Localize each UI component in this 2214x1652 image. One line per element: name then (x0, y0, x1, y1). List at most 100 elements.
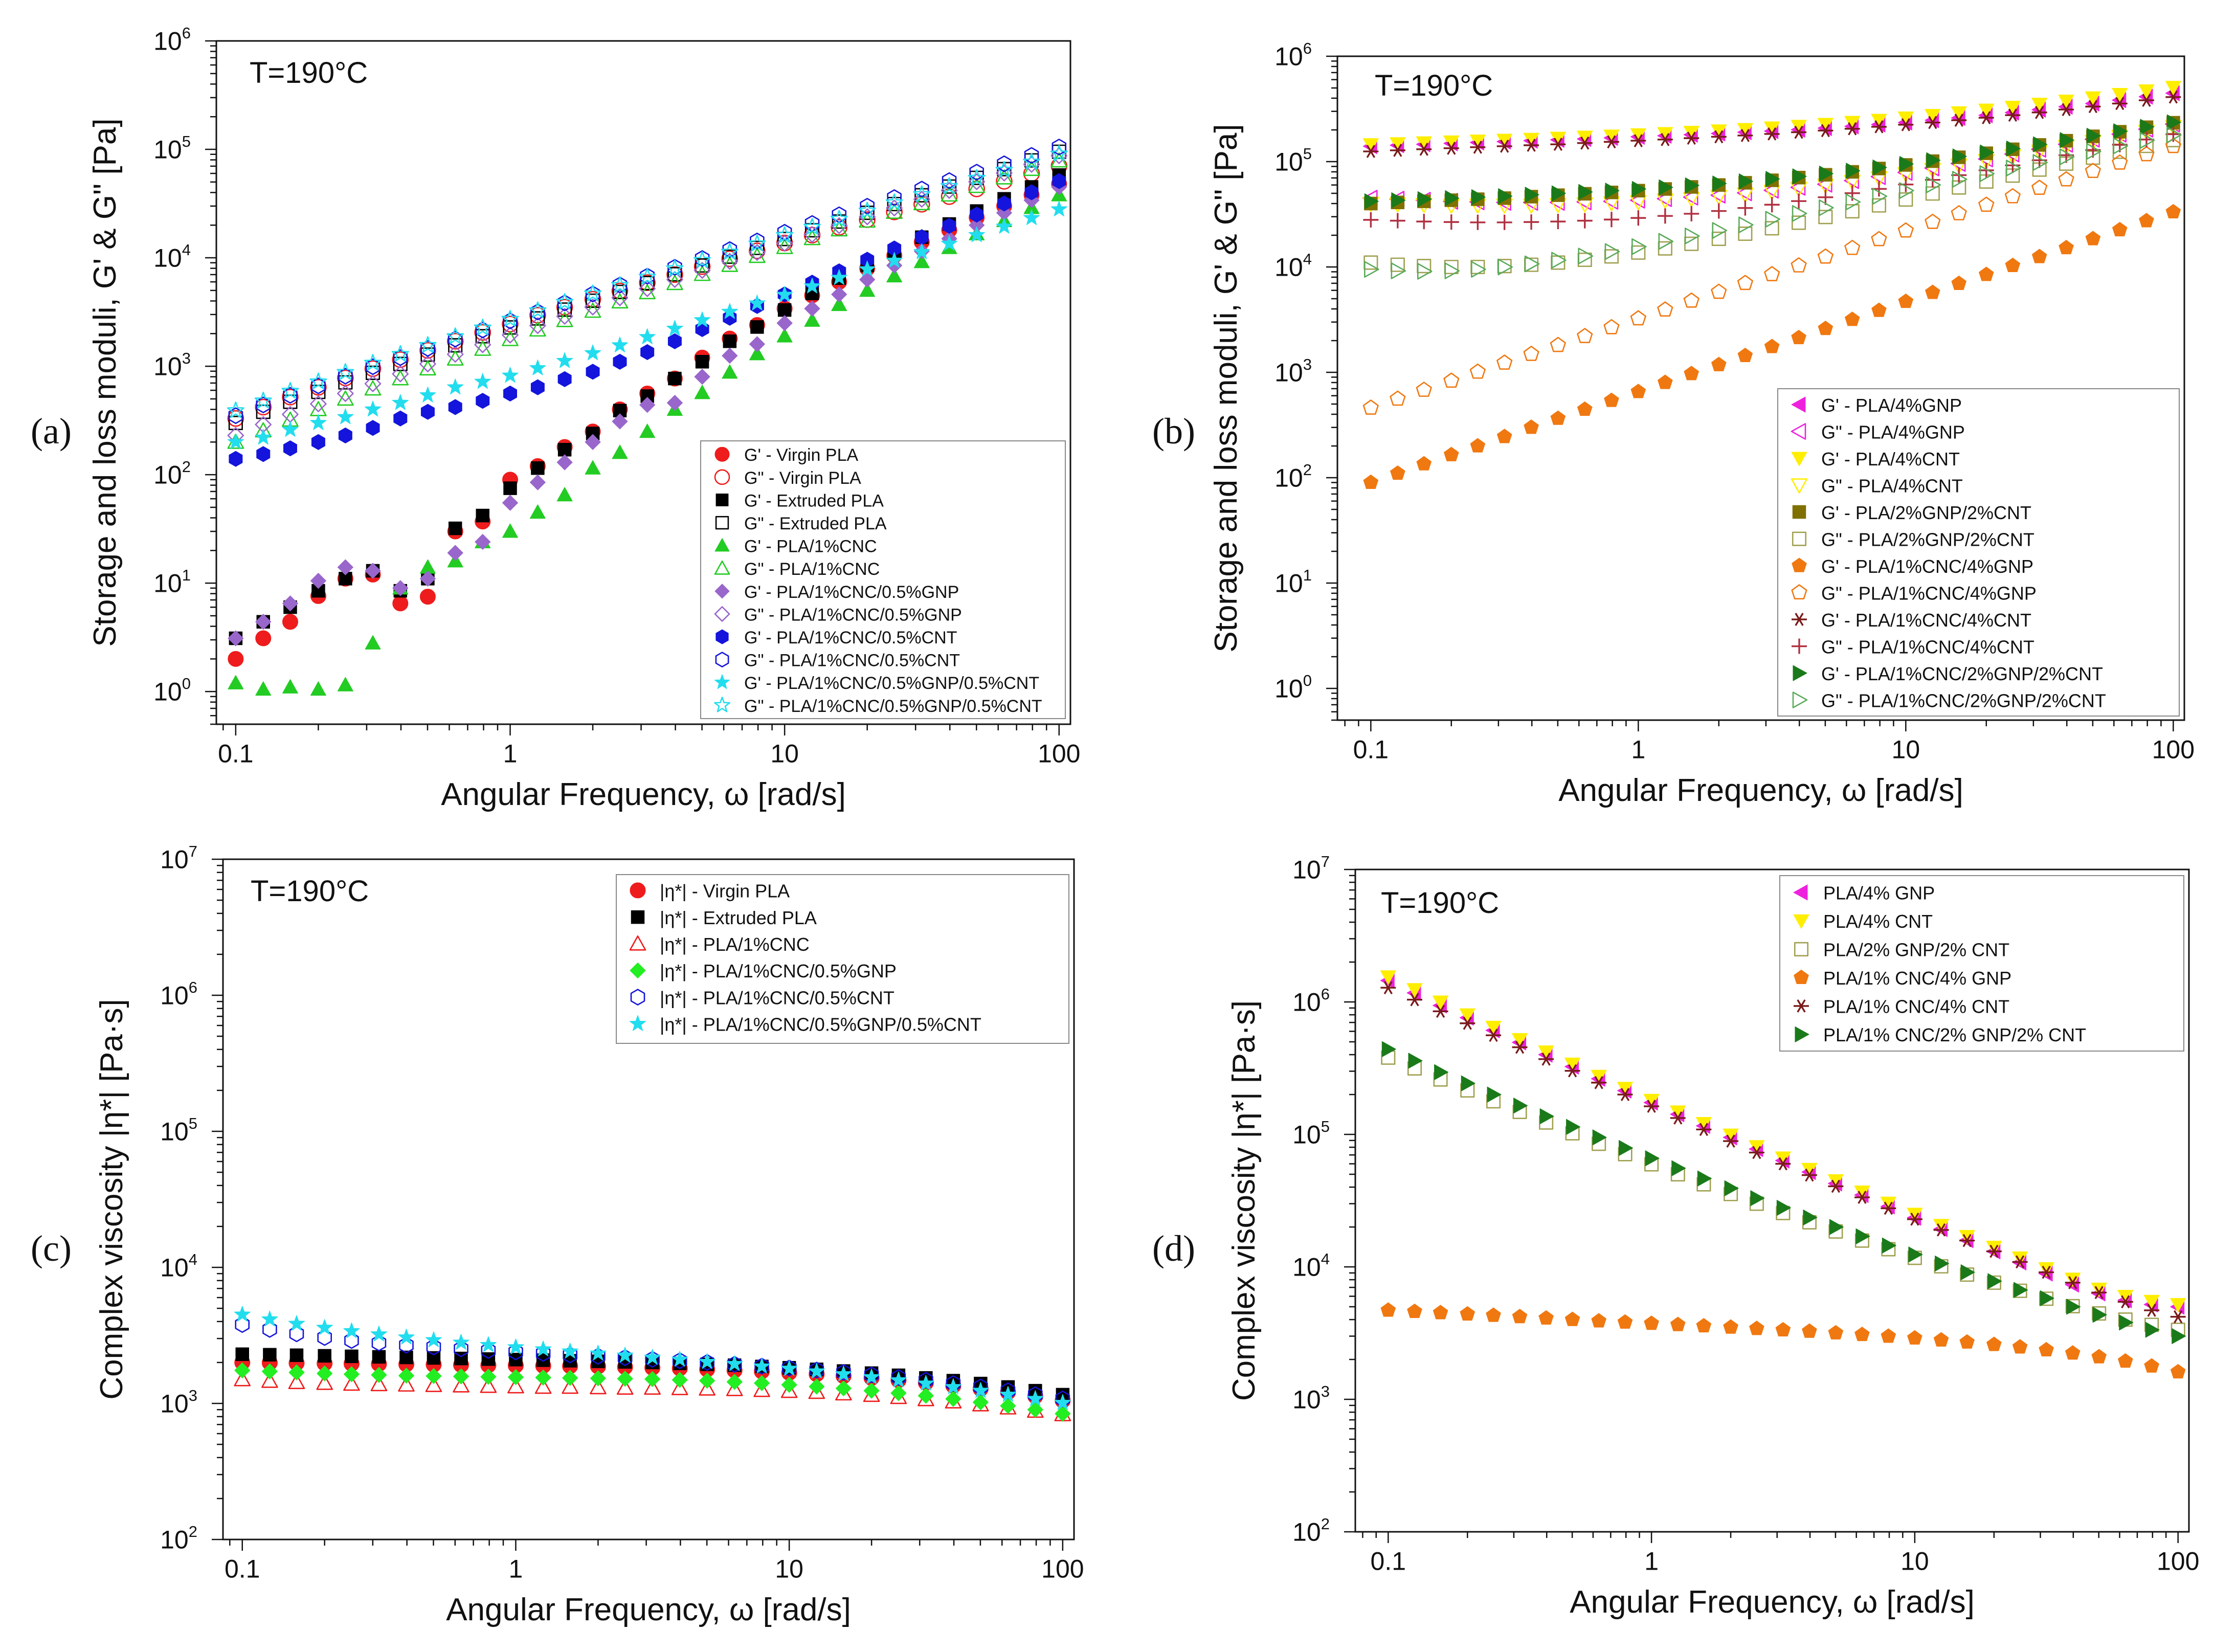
data-point (1027, 1390, 1044, 1406)
data-point (1880, 1196, 1896, 1211)
data-point (1723, 1319, 1738, 1334)
data-point (1791, 329, 1806, 344)
data-point (2138, 146, 2155, 162)
data-point (1897, 111, 1914, 126)
data-point (1764, 127, 1780, 141)
legend-label: |η*| - PLA/1%CNC/0.5%GNP (660, 961, 897, 981)
data-point (1604, 392, 1619, 407)
data-point (2005, 108, 2021, 122)
data-point (1979, 174, 1994, 189)
legend-marker (630, 882, 646, 899)
data-point (2012, 1251, 2028, 1266)
data-point (1523, 346, 1539, 361)
data-point (2065, 1273, 2081, 1287)
data-point (454, 1340, 468, 1357)
data-point (722, 348, 738, 364)
data-point (393, 349, 408, 366)
legend-marker (1792, 638, 1807, 654)
data-point (446, 346, 464, 363)
data-point (1764, 266, 1780, 281)
data-point (420, 404, 435, 420)
x-axis-title: Angular Frequency, ω [rad/s] (441, 777, 846, 812)
data-point (1512, 1033, 1528, 1048)
legend-label: |η*| - Virgin PLA (660, 881, 790, 902)
data-point (831, 269, 847, 285)
x-tick-label: 0.1 (225, 1555, 260, 1583)
y-tick-label: 105 (160, 1114, 197, 1146)
legend-label: G' - PLA/1%CNC/4%CNT (1821, 610, 2031, 631)
y-tick-label: 102 (153, 458, 191, 489)
data-point (502, 495, 519, 511)
panel-letter-c: (c) (31, 1228, 72, 1269)
data-point (1416, 382, 1432, 397)
data-point (1696, 1318, 1712, 1333)
data-point (529, 474, 546, 490)
data-point (1486, 1307, 1501, 1322)
chart-panel-d: 0.1 1 10 100 102 103 104 105 106 107 Angular Frequ… (1226, 853, 2200, 1620)
data-point (2112, 87, 2128, 102)
data-point (2005, 257, 2021, 272)
data-point (1416, 456, 1432, 471)
y-tick-label: 104 (1292, 1250, 1330, 1282)
x-axis-title: Angular Frequency, ω [rad/s] (1558, 773, 1963, 808)
data-point (2170, 1364, 2186, 1379)
data-point (288, 1315, 305, 1331)
data-point (1619, 1140, 1634, 1156)
data-point (776, 328, 793, 343)
legend-marker (714, 469, 730, 485)
data-point (398, 1376, 415, 1392)
data-point (343, 1322, 360, 1338)
data-point (1592, 1129, 1607, 1146)
data-point (1023, 152, 1041, 170)
data-point (913, 243, 930, 259)
data-point (1802, 1323, 1817, 1338)
data-point (1986, 1275, 2001, 1290)
data-point (640, 344, 655, 360)
data-point (1696, 1123, 1712, 1136)
legend-marker (1792, 691, 1808, 708)
data-point (995, 161, 1013, 178)
data-point (256, 446, 271, 462)
data-point (2165, 81, 2181, 96)
data-point (1577, 328, 1593, 343)
data-point (1539, 1108, 1554, 1125)
legend-label: PLA/1% CNC/4% CNT (1823, 996, 2009, 1017)
data-point (1469, 363, 1486, 379)
data-point (616, 1347, 634, 1363)
data-point (529, 504, 546, 519)
data-point (503, 481, 517, 495)
data-point (1978, 103, 1995, 118)
data-point (1433, 995, 1449, 1010)
data-point (475, 534, 491, 550)
data-point (393, 356, 408, 371)
data-point (640, 389, 654, 403)
data-point (1417, 191, 1432, 207)
data-point (1617, 1088, 1633, 1101)
data-point (317, 1329, 332, 1346)
legend-marker (1794, 999, 1809, 1013)
data-point (419, 386, 436, 403)
data-point (1498, 188, 1513, 205)
data-point (255, 398, 272, 416)
data-point (809, 1361, 824, 1378)
data-point (831, 219, 848, 236)
data-point (1685, 177, 1699, 193)
data-point (1712, 222, 1728, 239)
data-point (1750, 1190, 1765, 1207)
series-7 (1363, 204, 2181, 489)
legend-marker (1795, 1026, 1809, 1042)
chart-panel-c: 0.1 1 10 100 102 103 104 105 106 107 Angular Frequ… (94, 842, 1084, 1627)
legend-marker (1793, 884, 1808, 901)
x-tick-label: 0.1 (218, 740, 254, 768)
data-point (830, 210, 848, 227)
y-axis-title: Storage and loss moduli, G' & G" [Pa] (87, 118, 123, 646)
data-point (886, 268, 903, 283)
data-point (255, 614, 272, 630)
plot-frame (1354, 868, 2190, 1533)
data-point (2031, 105, 2047, 119)
legend-label: G' - PLA/1%CNC/0.5%GNP/0.5%CNT (744, 674, 1039, 693)
legend-label: G" - PLA/1%CNC/2%GNP/2%CNT (1821, 690, 2106, 711)
data-point (1882, 1237, 1896, 1254)
data-point (941, 235, 958, 251)
data-point (2038, 1262, 2054, 1277)
